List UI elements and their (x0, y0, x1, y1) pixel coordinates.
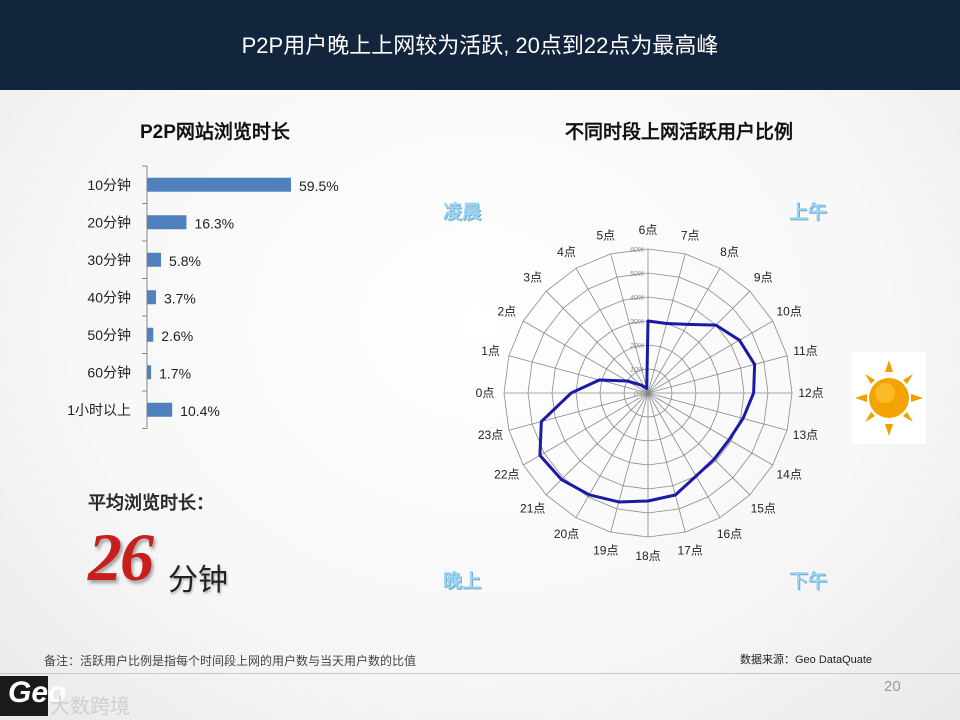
bar-category-label: 60分钟 (87, 364, 131, 380)
radar-spoke (545, 290, 649, 394)
bar-value-label: 1.7% (159, 365, 191, 381)
bar (147, 215, 187, 230)
radar-spoke (523, 392, 649, 466)
bar-value-label: 2.6% (161, 328, 193, 344)
bar-chart: 10分钟 59.5% 20分钟 16.3% 30分钟 5.8% 40分钟 3.7% 50分钟 2.… (67, 165, 339, 429)
radar-spoke (647, 392, 751, 496)
logo-background (0, 676, 48, 716)
radar-category-label: 20点 (554, 527, 579, 541)
radar-tick-label: 20% (629, 343, 644, 350)
radar-category-label: 4点 (557, 245, 576, 259)
avg-duration-value: 26 (88, 519, 154, 595)
radar-category-label: 1点 (481, 344, 500, 358)
page-title: P2P用户晚上上网较为活跃, 20点到22点为最高峰 (241, 33, 719, 58)
avg-duration-label: 平均浏览时长： (88, 493, 214, 513)
radar-spoke (508, 355, 649, 394)
bar-value-label: 5.8% (169, 253, 201, 269)
radar-spoke (647, 392, 773, 466)
radar-spoke (575, 392, 649, 518)
radar-category-label: 19点 (593, 543, 618, 557)
bar-category-label: 10分钟 (87, 177, 131, 193)
logo-subtitle: 大数跨境 (50, 696, 130, 718)
radar-tick-label: 40% (630, 295, 644, 302)
bar-value-label: 16.3% (194, 215, 234, 231)
radar-spoke (647, 392, 788, 431)
sun-icon (852, 352, 926, 444)
radar-spoke (508, 392, 649, 431)
radar-spoke (647, 290, 751, 394)
bar (147, 327, 154, 342)
footer-divider (0, 673, 960, 674)
page-number: 20 (884, 678, 901, 695)
radar-spoke (610, 253, 649, 394)
avg-duration-unit: 分钟 (168, 564, 228, 597)
bar-category-label: 30分钟 (87, 252, 131, 268)
radar-category-label: 11点 (793, 344, 817, 358)
radar-category-label: 6点 (639, 223, 658, 237)
radar-series-line (538, 319, 757, 504)
bar-value-label: 3.7% (164, 290, 196, 306)
radar-spoke (545, 392, 649, 496)
radar-category-label: 10点 (776, 305, 801, 319)
radar-category-label: 15点 (751, 501, 776, 515)
radar-tick-label: 60% (630, 247, 644, 254)
radar-category-label: 8点 (720, 245, 739, 259)
bar-category-label: 20分钟 (87, 214, 131, 230)
radar-category-label: 18点 (635, 549, 660, 563)
radar-category-label: 16点 (717, 527, 742, 541)
bar (147, 365, 152, 380)
radar-category-label: 17点 (678, 543, 703, 557)
radar-tick-label: 50% (630, 271, 644, 278)
radar-category-label: 22点 (494, 468, 519, 482)
bar-category-label: 50分钟 (87, 327, 131, 343)
radar-category-label: 21点 (520, 501, 545, 515)
logo: Geo (8, 676, 67, 709)
bar-category-label: 40分钟 (87, 289, 131, 305)
radar-spoke (647, 268, 721, 394)
corner-label-afternoon: 下午 (789, 571, 828, 592)
footnote: 备注：活跃用户比例是指每个时间段上网的用户数与当天用户数的比值 (44, 654, 417, 668)
radar-category-label: 3点 (523, 271, 542, 285)
radar-category-label: 14点 (776, 468, 801, 482)
radar-chart: 0% 10% 20% 30% 40% 50% 60% 6点 7点 8点 9点 10点 11点 12点 13点… (476, 223, 824, 563)
bar (147, 402, 173, 417)
moon-icon (387, 366, 423, 438)
bar (147, 252, 162, 267)
radar-spoke (647, 355, 788, 394)
radar-chart-title: 不同时段上网活跃用户比例 (565, 122, 794, 143)
radar-tick-label: 30% (630, 319, 644, 326)
bar-category-label: 1小时以上 (67, 402, 131, 418)
corner-label-evening: 晚上 (443, 571, 482, 592)
radar-category-label: 2点 (497, 305, 516, 319)
bar (147, 177, 291, 192)
header-bar: P2P用户晚上上网较为活跃, 20点到22点为最高峰 (0, 0, 960, 90)
radar-category-label: 23点 (478, 428, 503, 442)
radar-spoke (647, 392, 686, 533)
radar-spoke (610, 392, 649, 533)
radar-tick-label: 10% (630, 367, 644, 374)
radar-tick-label: 0% (634, 391, 644, 398)
radar-category-label: 0点 (476, 386, 495, 400)
bar-value-label: 10.4% (180, 403, 220, 419)
radar-category-label: 9点 (754, 271, 773, 285)
bar-value-label: 59.5% (299, 178, 339, 194)
radar-spoke (647, 392, 721, 518)
radar-spoke (575, 268, 649, 394)
corner-label-morning: 上午 (789, 202, 828, 223)
radar-category-label: 13点 (793, 428, 818, 442)
bar-chart-title: P2P网站浏览时长 (140, 122, 290, 143)
corner-label-dawn: 凌晨 (443, 202, 482, 223)
radar-category-label: 5点 (596, 229, 615, 243)
bar (147, 290, 156, 305)
radar-category-label: 7点 (681, 229, 700, 243)
data-source: 数据来源：Geo DataQuate (740, 654, 873, 666)
radar-spoke (647, 320, 773, 394)
radar-category-label: 12点 (798, 386, 823, 400)
